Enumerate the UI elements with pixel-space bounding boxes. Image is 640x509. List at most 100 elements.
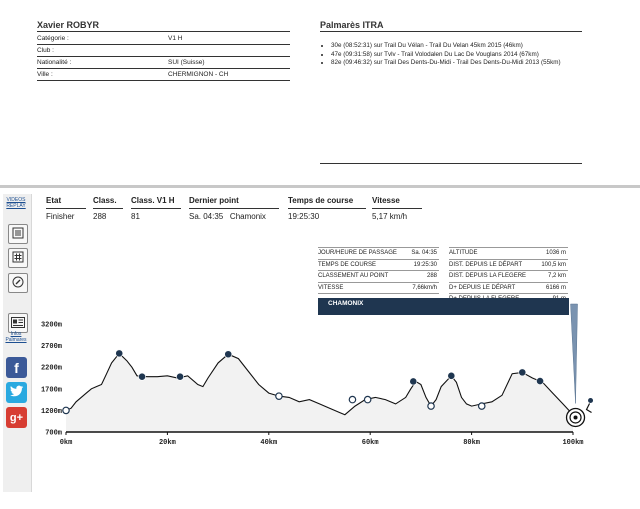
y-tick-label: 2200m: [41, 365, 62, 373]
passage-value: 7,66km/h: [412, 284, 437, 291]
passage-key: CLASSEMENT AU POINT: [318, 273, 389, 279]
info-row-club: Club :: [37, 45, 290, 57]
compass-icon: [12, 276, 24, 290]
infos-label: Infos: [10, 331, 22, 337]
current-position-marker: [573, 415, 578, 420]
info-label: Club :: [37, 47, 54, 54]
x-tick-label: 0km: [60, 439, 73, 447]
stat-label: Etat: [46, 196, 86, 209]
stat-value: 288: [93, 212, 107, 221]
passage-key: JOUR/HEURE DE PASSAGE: [318, 250, 397, 256]
list-view-button[interactable]: [8, 224, 28, 244]
profile-area: [66, 353, 573, 432]
y-tick-label: 1700m: [41, 386, 62, 394]
info-value: CHERMIGNON - CH: [168, 71, 229, 78]
list-icon: [12, 227, 24, 241]
google-plus-icon: g+: [9, 411, 24, 424]
info-row-category: Catégorie : V1 H: [37, 33, 290, 45]
passage-value: 7,2 km: [547, 273, 566, 279]
checkpoint-marker: [348, 395, 357, 404]
passage-row: VITESSE 7,66km/h: [318, 283, 439, 294]
passage-key: VITESSE: [318, 284, 344, 291]
id-card-icon: [11, 316, 25, 330]
google-plus-share-button[interactable]: g+: [6, 407, 27, 428]
runner-name: Xavier ROBYR: [37, 20, 100, 30]
checkpoint-pointer: [570, 303, 578, 404]
facebook-share-button[interactable]: f: [6, 357, 27, 378]
info-label: Catégorie :: [37, 35, 69, 42]
passage-row: TEMPS DE COURSE 19:25:30: [318, 260, 439, 271]
passage-key: D+ DEPUIS LE DÉPART: [449, 284, 516, 291]
info-value: SUI (Suisse): [168, 59, 205, 66]
checkpoint-marker: [363, 395, 372, 404]
checkpoint-marker: [409, 377, 418, 386]
stat-value: Finisher: [46, 212, 75, 221]
infos-palmares-link[interactable]: Infos Palmares: [3, 331, 29, 343]
ranking-button[interactable]: [8, 248, 28, 268]
passage-value: 6166 m: [545, 284, 566, 291]
twitter-icon: [9, 385, 24, 400]
palmares-item[interactable]: 47e (09:31:58) sur Tvlv - Trail Volodale…: [331, 51, 589, 60]
infos-palmares-button[interactable]: [8, 313, 28, 333]
passage-info-right: ALTITUDE 1036 m DIST. DEPUIS LE DÉPART 100…: [449, 247, 568, 306]
stat-value: 19:25:30: [288, 212, 320, 221]
checkpoint-marker: [115, 349, 124, 358]
passage-row: JOUR/HEURE DE PASSAGE Sa. 04:35: [318, 248, 439, 260]
section-separator: [0, 185, 640, 188]
checkpoint-marker: [518, 368, 527, 377]
passage-value: Sa. 04:35: [411, 250, 437, 256]
passage-row: D+ DEPUIS LE DÉPART 6166 m: [449, 283, 568, 294]
checkpoint-marker: [62, 406, 70, 415]
video-replay-label: VIDEOS: [6, 197, 26, 203]
passage-row: DIST. DEPUIS LA FLEGERE 7,2 km: [449, 271, 568, 283]
stat-label: Dernier point: [189, 196, 279, 209]
checkpoint-marker: [275, 392, 283, 400]
checkpoint-marker: [477, 402, 486, 410]
passage-key: TEMPS DE COURSE: [318, 261, 377, 268]
twitter-share-button[interactable]: [6, 382, 27, 403]
passage-row: ALTITUDE 1036 m: [449, 248, 568, 260]
divider: [320, 31, 582, 32]
x-tick-label: 80km: [463, 439, 480, 447]
checkpoint-marker: [536, 377, 544, 385]
divider: [37, 31, 290, 32]
checkpoint-banner: CHAMONIX: [318, 298, 569, 315]
palmares-item[interactable]: 30e (08:52:31) sur Trail Du Vélan - Trai…: [331, 42, 589, 51]
stat-etat: Etat Finisher: [46, 196, 86, 221]
runner-icon: [588, 397, 594, 403]
info-label: Ville :: [37, 71, 53, 78]
runner-icon: [585, 403, 592, 413]
x-tick-label: 60km: [362, 439, 379, 447]
stat-label: Class.: [93, 196, 123, 209]
stat-class-v1h: Class. V1 H 81: [131, 196, 181, 221]
palmares-title: Palmarès ITRA: [320, 20, 384, 30]
compass-button[interactable]: [8, 273, 28, 293]
x-tick-label: 100km: [562, 439, 583, 447]
y-tick-label: 700m: [45, 430, 62, 438]
passage-key: ALTITUDE: [449, 250, 478, 256]
stat-label: Vitesse: [372, 196, 422, 209]
passage-value: 100,5 km: [541, 261, 566, 268]
passage-value: 19:25:30: [413, 261, 437, 268]
passage-key: DIST. DEPUIS LE DÉPART: [449, 261, 523, 268]
passage-key: DIST. DEPUIS LA FLEGERE: [449, 273, 527, 279]
palmares-item[interactable]: 82e (09:46:32) sur Trail Des Dents-Du-Mi…: [331, 59, 589, 68]
info-label: Nationalité :: [37, 59, 72, 66]
stat-label: Temps de course: [288, 196, 366, 209]
passage-info-left: JOUR/HEURE DE PASSAGE Sa. 04:35 TEMPS DE …: [318, 247, 439, 294]
checkpoint-marker: [224, 350, 233, 359]
passage-value: 288: [426, 273, 437, 279]
info-row-city: Ville : CHERMIGNON - CH: [37, 69, 290, 81]
stat-dernier-point: Dernier point Sa. 04:35 Chamonix: [189, 196, 279, 221]
divider: [320, 163, 582, 164]
stat-value: 81: [131, 212, 140, 221]
infos-label: Palmares: [5, 337, 27, 343]
checkpoint-marker: [447, 371, 456, 380]
x-tick-label: 20km: [159, 439, 176, 447]
passage-row: DIST. DEPUIS LE DÉPART 100,5 km: [449, 260, 568, 271]
video-replay-link[interactable]: VIDEOS REPLAY: [3, 197, 29, 209]
info-value: V1 H: [168, 35, 183, 42]
runner-info-table: Catégorie : V1 H Club : Nationalité : SU…: [37, 33, 290, 81]
current-position-marker: [569, 411, 582, 424]
